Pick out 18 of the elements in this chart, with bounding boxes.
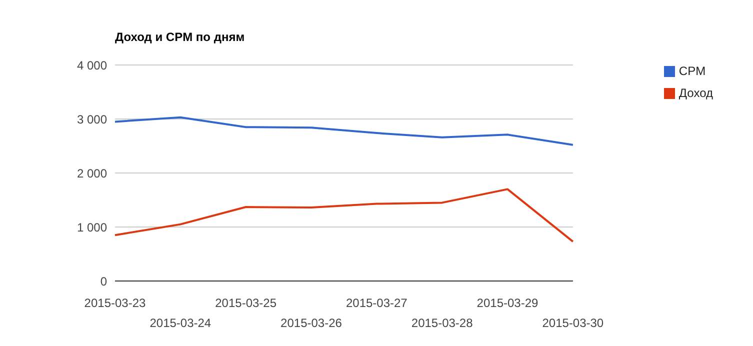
- y-tick-label: 4 000: [76, 58, 108, 72]
- x-tick-label: 2015-03-29: [476, 296, 539, 310]
- y-tick-label: 3 000: [76, 112, 108, 126]
- y-tick-label: 2 000: [76, 166, 108, 180]
- x-tick-label: 2015-03-26: [280, 316, 342, 330]
- y-tick-label: 1 000: [76, 220, 108, 234]
- line-series: [114, 116, 574, 146]
- x-tick-label: 2015-03-25: [215, 296, 277, 310]
- line-series: [114, 188, 574, 243]
- x-tick-label: 2015-03-23: [84, 296, 146, 310]
- x-tick-label: 2015-03-24: [150, 316, 212, 330]
- chart-title: Доход и CPM по дням: [115, 30, 245, 44]
- y-tick-label: 0: [100, 274, 108, 288]
- legend-label: CPM: [678, 64, 706, 78]
- x-tick-label: 2015-03-28: [411, 316, 474, 330]
- x-tick-label: 2015-03-27: [346, 296, 408, 310]
- x-tick-label: 2015-03-30: [542, 316, 604, 330]
- legend-label: Доход: [678, 86, 713, 100]
